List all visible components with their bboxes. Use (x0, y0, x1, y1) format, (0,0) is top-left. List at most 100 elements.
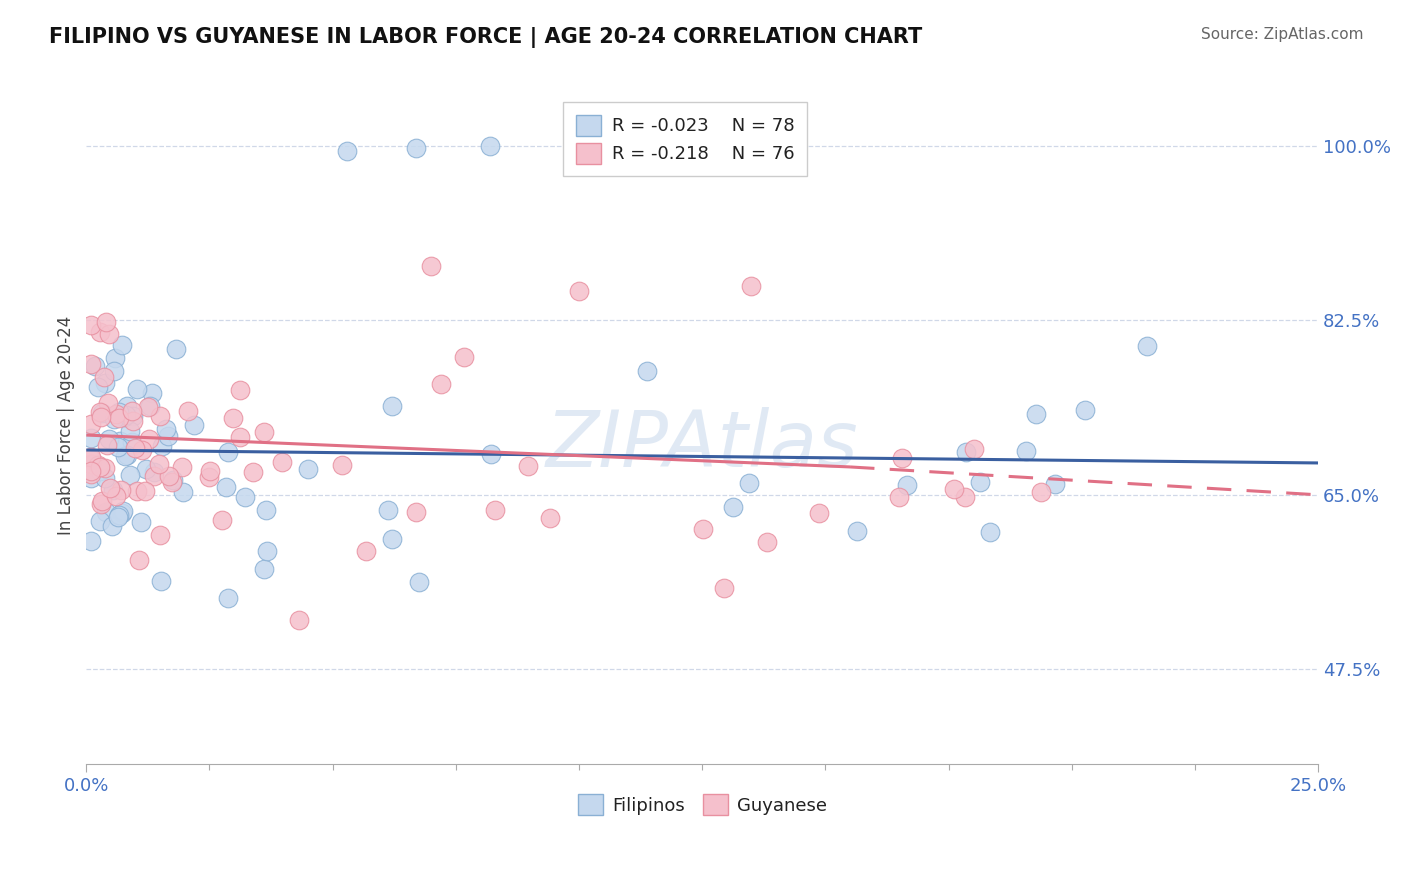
Point (118, 468, 141, 483)
Point (479, 139, 502, 153)
Point (124, 442, 146, 456)
Point (229, 383, 252, 397)
Point (112, 409, 135, 424)
Point (94, 315, 117, 329)
Point (121, 435, 143, 450)
Point (80, 464, 103, 478)
Point (107, 509, 129, 524)
Point (89, 514, 111, 528)
Point (157, 429, 180, 443)
Point (242, 465, 264, 479)
Point (80, 467, 103, 481)
Point (120, 424, 142, 438)
Point (211, 513, 233, 527)
Point (252, 562, 274, 576)
Point (217, 591, 239, 605)
Point (377, 502, 399, 516)
Point (131, 442, 153, 457)
Point (115, 409, 138, 423)
Point (288, 613, 311, 627)
Point (381, 399, 404, 413)
Text: FILIPINO VS GUYANESE IN LABOR FORCE | AGE 20-24 CORRELATION CHART: FILIPINO VS GUYANESE IN LABOR FORCE | AG… (49, 27, 922, 48)
Point (141, 385, 163, 400)
Point (889, 490, 911, 504)
Point (405, 505, 427, 519)
Point (98, 481, 121, 495)
Point (122, 409, 145, 423)
Point (80, 471, 103, 485)
Point (484, 502, 506, 516)
Point (1074, 403, 1097, 417)
Point (94, 376, 117, 390)
Point (955, 490, 977, 504)
Point (87, 380, 110, 394)
Point (125, 382, 148, 396)
Point (381, 532, 404, 546)
Point (90, 406, 112, 420)
Point (121, 414, 143, 428)
Point (104, 351, 127, 366)
Point (408, 574, 430, 589)
Point (107, 440, 129, 454)
Point (692, 522, 714, 536)
Point (979, 524, 1001, 539)
Point (114, 450, 136, 464)
Point (1043, 476, 1066, 491)
Point (108, 508, 131, 522)
Point (217, 445, 239, 459)
Point (96, 505, 118, 519)
Point (177, 404, 200, 418)
Point (405, 141, 427, 155)
Point (150, 574, 173, 589)
Point (138, 432, 160, 446)
Point (896, 478, 918, 492)
Point (354, 543, 377, 558)
Text: Source: ZipAtlas.com: Source: ZipAtlas.com (1201, 27, 1364, 42)
Point (80, 417, 103, 431)
Point (129, 516, 152, 530)
Point (89, 464, 111, 478)
Point (80, 318, 103, 332)
Point (808, 506, 831, 520)
Point (336, 144, 359, 158)
Point (254, 502, 277, 516)
Point (229, 430, 252, 444)
Legend: Filipinos, Guyanese: Filipinos, Guyanese (571, 788, 834, 822)
Point (103, 412, 125, 426)
Point (135, 462, 157, 476)
Point (420, 259, 443, 273)
Point (80, 450, 103, 465)
Point (125, 483, 148, 498)
Point (97, 432, 120, 446)
Point (160, 475, 183, 490)
Point (738, 475, 761, 490)
Point (134, 484, 156, 499)
Point (90, 497, 112, 511)
Point (94, 461, 117, 475)
Point (962, 442, 984, 457)
Point (83, 359, 105, 373)
Point (80, 431, 103, 445)
Point (128, 553, 150, 567)
Point (98, 327, 121, 342)
Point (637, 364, 659, 378)
Point (538, 511, 561, 525)
Point (80, 357, 103, 371)
Point (101, 519, 124, 533)
Point (198, 469, 221, 483)
Y-axis label: In Labor Force | Age 20-24: In Labor Force | Age 20-24 (58, 316, 75, 534)
Point (157, 469, 180, 483)
Point (713, 581, 735, 595)
Point (149, 528, 172, 542)
Point (155, 422, 177, 436)
Point (330, 458, 353, 472)
Point (148, 457, 170, 471)
Point (111, 503, 134, 517)
Point (80, 457, 103, 471)
Point (453, 350, 475, 364)
Point (91, 493, 114, 508)
Point (117, 449, 139, 463)
Point (183, 418, 205, 433)
Point (110, 483, 132, 498)
Point (96, 438, 118, 452)
